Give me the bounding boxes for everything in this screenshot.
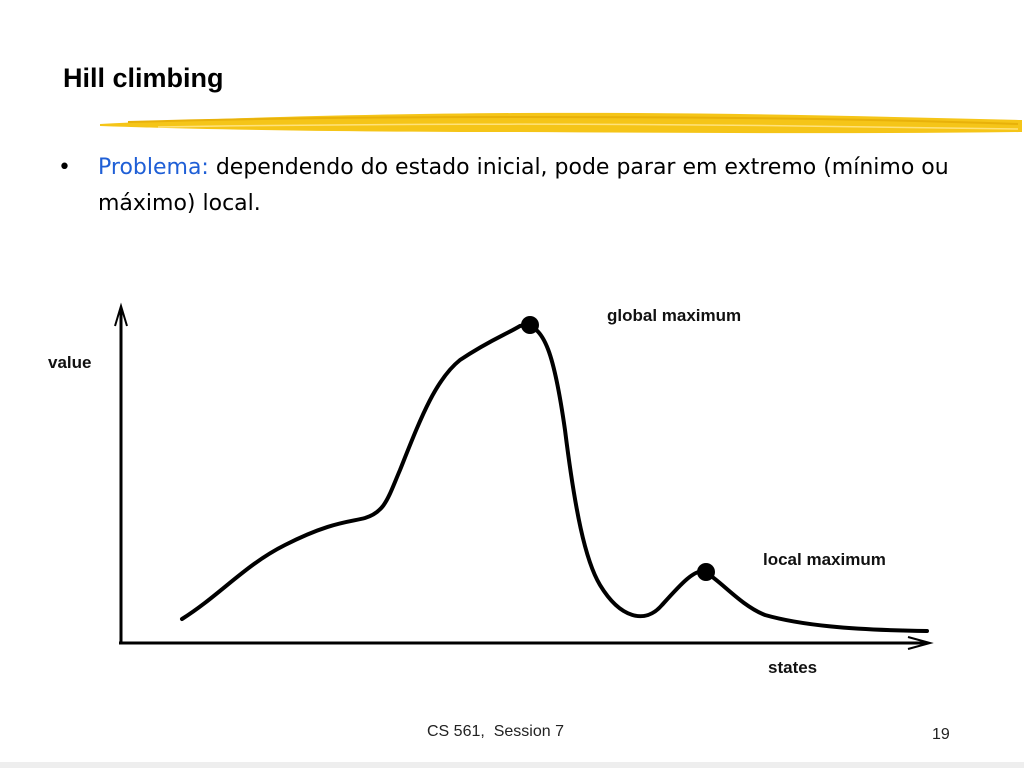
global-maximum-point	[521, 316, 539, 334]
state-space-diagram: value global maximum local maximum state…	[48, 302, 934, 677]
bullet-keyword: Problema:	[98, 155, 209, 180]
bullet-item: • Problema: dependendo do estado inicial…	[58, 150, 958, 222]
y-axis-label: value	[48, 353, 91, 372]
slide-title: Hill climbing	[63, 63, 224, 93]
local-maximum-label: local maximum	[763, 550, 886, 569]
state-value-curve	[180, 323, 929, 633]
bullet-symbol: •	[58, 155, 71, 180]
y-axis-arrowhead	[114, 302, 128, 327]
page-number: 19	[932, 726, 950, 743]
bullet-text: Problema: dependendo do estado inicial, …	[98, 150, 958, 222]
x-axis-label: states	[768, 658, 817, 677]
title-underline	[100, 112, 1022, 134]
footer-course: CS 561, Session 7	[427, 723, 564, 740]
x-axis-arrowhead	[907, 636, 934, 650]
local-maximum-point	[697, 563, 715, 581]
global-maximum-label: global maximum	[607, 306, 741, 325]
bullet-body: dependendo do estado inicial, pode parar…	[98, 155, 949, 216]
bottom-rule	[0, 762, 1024, 768]
